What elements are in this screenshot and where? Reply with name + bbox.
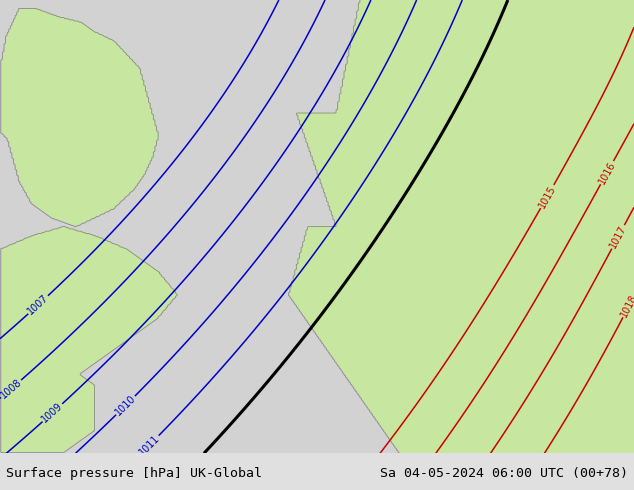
Text: 1017: 1017 [608, 223, 628, 250]
Text: 1011: 1011 [137, 433, 162, 457]
Text: 1010: 1010 [113, 393, 138, 417]
Text: 1018: 1018 [619, 293, 634, 319]
Text: 1008: 1008 [0, 377, 23, 400]
Text: Surface pressure [hPa] UK-Global: Surface pressure [hPa] UK-Global [6, 467, 262, 480]
Text: 1009: 1009 [40, 401, 65, 425]
Text: 1016: 1016 [597, 160, 618, 186]
Text: Sa 04-05-2024 06:00 UTC (00+78): Sa 04-05-2024 06:00 UTC (00+78) [380, 467, 628, 480]
Text: 1015: 1015 [537, 183, 558, 210]
Text: 1007: 1007 [26, 293, 51, 317]
